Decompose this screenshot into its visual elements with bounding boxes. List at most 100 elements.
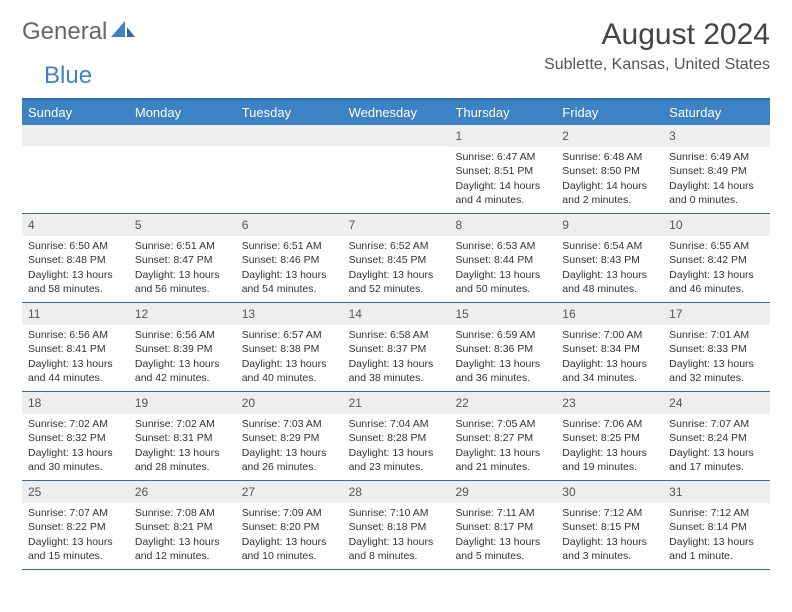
day-header-fri: Friday bbox=[556, 100, 663, 125]
day-info-line: Daylight: 13 hours bbox=[455, 357, 550, 371]
day-info-line: Sunrise: 7:12 AM bbox=[669, 506, 764, 520]
day-info-line: Sunset: 8:43 PM bbox=[562, 253, 657, 267]
day-info-line: Sunrise: 7:02 AM bbox=[28, 417, 123, 431]
day-info-line: Sunrise: 6:51 AM bbox=[242, 239, 337, 253]
day-cell: 31Sunrise: 7:12 AMSunset: 8:14 PMDayligh… bbox=[663, 481, 770, 569]
day-info-line: Daylight: 14 hours bbox=[455, 179, 550, 193]
day-number: 23 bbox=[556, 392, 663, 414]
day-body: Sunrise: 7:02 AMSunset: 8:31 PMDaylight:… bbox=[129, 414, 236, 480]
day-info-line: and 46 minutes. bbox=[669, 282, 764, 296]
day-info-line: Daylight: 13 hours bbox=[349, 535, 444, 549]
day-info-line: Sunset: 8:42 PM bbox=[669, 253, 764, 267]
day-info-line: Daylight: 13 hours bbox=[135, 357, 230, 371]
day-info-line: and 2 minutes. bbox=[562, 193, 657, 207]
day-info-line: Sunrise: 7:02 AM bbox=[135, 417, 230, 431]
day-cell bbox=[129, 125, 236, 213]
logo: General bbox=[22, 18, 137, 46]
week-row: 11Sunrise: 6:56 AMSunset: 8:41 PMDayligh… bbox=[22, 303, 770, 392]
day-info-line: Daylight: 13 hours bbox=[135, 446, 230, 460]
day-info-line: and 34 minutes. bbox=[562, 371, 657, 385]
day-number: 11 bbox=[22, 303, 129, 325]
day-info-line: Sunrise: 7:07 AM bbox=[669, 417, 764, 431]
day-cell: 23Sunrise: 7:06 AMSunset: 8:25 PMDayligh… bbox=[556, 392, 663, 480]
day-info-line: Sunset: 8:25 PM bbox=[562, 431, 657, 445]
day-body: Sunrise: 6:57 AMSunset: 8:38 PMDaylight:… bbox=[236, 325, 343, 391]
day-info-line: Sunset: 8:33 PM bbox=[669, 342, 764, 356]
day-info-line: and 8 minutes. bbox=[349, 549, 444, 563]
day-info-line: and 54 minutes. bbox=[242, 282, 337, 296]
day-cell: 20Sunrise: 7:03 AMSunset: 8:29 PMDayligh… bbox=[236, 392, 343, 480]
week-row: 1Sunrise: 6:47 AMSunset: 8:51 PMDaylight… bbox=[22, 125, 770, 214]
day-info-line: Sunrise: 6:57 AM bbox=[242, 328, 337, 342]
day-body: Sunrise: 7:11 AMSunset: 8:17 PMDaylight:… bbox=[449, 503, 556, 569]
day-info-line: Sunset: 8:50 PM bbox=[562, 164, 657, 178]
day-info-line: Sunset: 8:34 PM bbox=[562, 342, 657, 356]
day-info-line: and 40 minutes. bbox=[242, 371, 337, 385]
day-body: Sunrise: 6:56 AMSunset: 8:41 PMDaylight:… bbox=[22, 325, 129, 391]
day-info-line: Sunrise: 6:56 AM bbox=[28, 328, 123, 342]
day-header-thu: Thursday bbox=[449, 100, 556, 125]
day-body: Sunrise: 7:05 AMSunset: 8:27 PMDaylight:… bbox=[449, 414, 556, 480]
title-block: August 2024 Sublette, Kansas, United Sta… bbox=[544, 18, 770, 74]
day-info-line: Daylight: 13 hours bbox=[562, 446, 657, 460]
day-info-line: Sunrise: 6:59 AM bbox=[455, 328, 550, 342]
logo-sail-icon bbox=[111, 18, 137, 46]
day-info-line: Daylight: 13 hours bbox=[242, 268, 337, 282]
day-info-line: Sunset: 8:46 PM bbox=[242, 253, 337, 267]
day-info-line: and 28 minutes. bbox=[135, 460, 230, 474]
day-info-line: Daylight: 13 hours bbox=[242, 357, 337, 371]
day-number: 13 bbox=[236, 303, 343, 325]
day-cell: 18Sunrise: 7:02 AMSunset: 8:32 PMDayligh… bbox=[22, 392, 129, 480]
day-info-line: Daylight: 13 hours bbox=[669, 446, 764, 460]
location: Sublette, Kansas, United States bbox=[544, 56, 770, 74]
calendar: Sunday Monday Tuesday Wednesday Thursday… bbox=[22, 98, 770, 570]
day-body: Sunrise: 7:02 AMSunset: 8:32 PMDaylight:… bbox=[22, 414, 129, 480]
day-number: 5 bbox=[129, 214, 236, 236]
day-info-line: Sunset: 8:24 PM bbox=[669, 431, 764, 445]
day-info-line: and 0 minutes. bbox=[669, 193, 764, 207]
day-info-line: Daylight: 13 hours bbox=[28, 357, 123, 371]
day-info-line: Sunset: 8:14 PM bbox=[669, 520, 764, 534]
day-header-sat: Saturday bbox=[663, 100, 770, 125]
day-info-line: and 3 minutes. bbox=[562, 549, 657, 563]
day-cell: 22Sunrise: 7:05 AMSunset: 8:27 PMDayligh… bbox=[449, 392, 556, 480]
day-info-line: Sunset: 8:29 PM bbox=[242, 431, 337, 445]
day-header-wed: Wednesday bbox=[343, 100, 450, 125]
day-number: 15 bbox=[449, 303, 556, 325]
day-info-line: Daylight: 14 hours bbox=[669, 179, 764, 193]
day-number: 27 bbox=[236, 481, 343, 503]
day-body: Sunrise: 7:06 AMSunset: 8:25 PMDaylight:… bbox=[556, 414, 663, 480]
weeks-container: 1Sunrise: 6:47 AMSunset: 8:51 PMDaylight… bbox=[22, 125, 770, 570]
day-info-line: and 4 minutes. bbox=[455, 193, 550, 207]
day-info-line: Sunset: 8:32 PM bbox=[28, 431, 123, 445]
day-info-line: Sunset: 8:39 PM bbox=[135, 342, 230, 356]
day-info-line: Daylight: 13 hours bbox=[28, 268, 123, 282]
day-cell: 8Sunrise: 6:53 AMSunset: 8:44 PMDaylight… bbox=[449, 214, 556, 302]
day-info-line: and 30 minutes. bbox=[28, 460, 123, 474]
day-header-row: Sunday Monday Tuesday Wednesday Thursday… bbox=[22, 100, 770, 125]
day-number: 3 bbox=[663, 125, 770, 147]
day-cell: 16Sunrise: 7:00 AMSunset: 8:34 PMDayligh… bbox=[556, 303, 663, 391]
day-info-line: Sunset: 8:47 PM bbox=[135, 253, 230, 267]
day-info-line: and 48 minutes. bbox=[562, 282, 657, 296]
day-info-line: Sunset: 8:28 PM bbox=[349, 431, 444, 445]
day-info-line: Daylight: 13 hours bbox=[562, 268, 657, 282]
day-info-line: and 5 minutes. bbox=[455, 549, 550, 563]
day-number: 22 bbox=[449, 392, 556, 414]
day-body: Sunrise: 6:47 AMSunset: 8:51 PMDaylight:… bbox=[449, 147, 556, 213]
day-cell: 21Sunrise: 7:04 AMSunset: 8:28 PMDayligh… bbox=[343, 392, 450, 480]
day-body: Sunrise: 6:49 AMSunset: 8:49 PMDaylight:… bbox=[663, 147, 770, 213]
day-info-line: and 1 minute. bbox=[669, 549, 764, 563]
day-number bbox=[236, 125, 343, 146]
day-body: Sunrise: 7:09 AMSunset: 8:20 PMDaylight:… bbox=[236, 503, 343, 569]
day-info-line: Sunrise: 7:07 AM bbox=[28, 506, 123, 520]
day-cell: 15Sunrise: 6:59 AMSunset: 8:36 PMDayligh… bbox=[449, 303, 556, 391]
day-body: Sunrise: 6:48 AMSunset: 8:50 PMDaylight:… bbox=[556, 147, 663, 213]
day-cell bbox=[343, 125, 450, 213]
day-info-line: Sunrise: 7:00 AM bbox=[562, 328, 657, 342]
day-info-line: Sunrise: 6:47 AM bbox=[455, 150, 550, 164]
day-info-line: and 12 minutes. bbox=[135, 549, 230, 563]
day-info-line: Daylight: 13 hours bbox=[135, 535, 230, 549]
day-number: 1 bbox=[449, 125, 556, 147]
day-body: Sunrise: 7:08 AMSunset: 8:21 PMDaylight:… bbox=[129, 503, 236, 569]
